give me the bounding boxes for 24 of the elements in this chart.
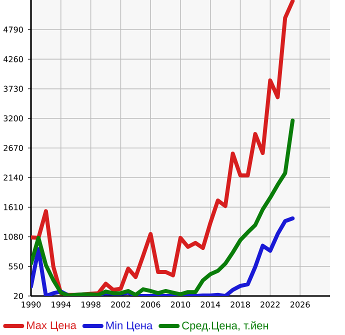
x-tick-label: 1998 [81,302,100,308]
line-series [31,118,295,296]
x-tick-label: 1994 [52,302,71,308]
x-tick-label: 2006 [141,302,160,308]
y-tick-label: 3200 [4,115,23,122]
y-tick-label: 20 [14,292,23,300]
legend-label: Min Цена [106,321,153,332]
y-tick-label: 1610 [4,204,23,210]
x-tick-label: 1990 [22,302,41,308]
x-tick-label: 2022 [260,302,280,308]
y-tick-label: 2140 [4,174,23,181]
x-tick-label: 2010 [170,302,190,308]
legend-label: Max Цена [27,321,76,332]
y-tick-label: 3730 [4,86,23,92]
y-tick-label: 4260 [4,56,23,62]
y-tick-label: 2670 [4,144,23,152]
y-tick-label: 550 [8,263,23,270]
y-tick-label: 1080 [4,234,23,240]
y-tick-label: 4790 [4,26,23,33]
x-tick-label: 2018 [230,302,250,308]
x-tick-label: 2014 [200,302,220,308]
legend-label: Сред.Цена, т.йен [182,321,268,332]
x-tick-label: 2026 [290,302,310,308]
x-tick-label: 2002 [111,302,130,308]
